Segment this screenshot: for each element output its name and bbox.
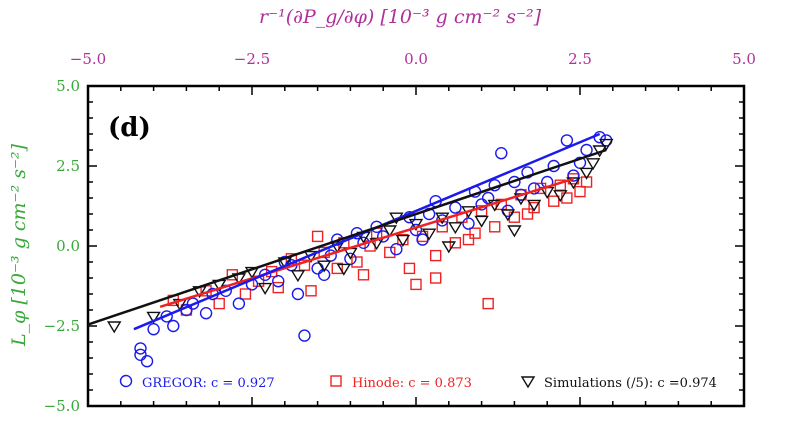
simulations-point <box>330 241 345 254</box>
gregorpoint <box>416 233 429 246</box>
simulations-point <box>382 225 397 238</box>
gregorpoint <box>317 268 331 281</box>
legend-entry: Simulations (/5): c =0.974 <box>544 376 717 391</box>
hinodepoint <box>449 237 462 249</box>
simulations-point <box>585 158 601 171</box>
gregorpoint <box>199 307 213 320</box>
gregorpoint <box>567 169 580 182</box>
x-tick-label: −5.0 <box>70 50 106 68</box>
simulations-point <box>474 215 489 228</box>
hinodepoint <box>469 227 481 239</box>
simulations-point <box>507 225 522 238</box>
hinodepoint <box>548 195 560 207</box>
simulations-point <box>107 321 122 334</box>
hinodepoint <box>213 297 225 310</box>
gregorpoint <box>134 348 147 361</box>
simulations-point <box>316 260 332 273</box>
simulations-point <box>500 209 516 222</box>
hinodepoint <box>580 176 593 188</box>
data-group <box>88 130 614 368</box>
y-tick-label: 0.0 <box>56 237 80 255</box>
simulations-point <box>441 241 457 254</box>
gregorpoint <box>186 297 200 310</box>
panel-label: (d) <box>108 113 151 143</box>
gregorpoint <box>481 191 495 205</box>
simulations-point <box>244 266 260 279</box>
simulations-point <box>395 234 411 247</box>
top-axis-label: r⁻¹(∂P_g/∂φ) [10⁻³ g cm⁻² s⁻²] <box>258 6 542 28</box>
fit-line-square <box>159 177 574 308</box>
hinodepoint <box>357 269 370 281</box>
hinodepoint <box>429 272 442 284</box>
y-tick-label: −5.0 <box>44 397 80 415</box>
legend-entry: GREGOR: c = 0.927 <box>142 376 275 391</box>
gregorpoint <box>560 134 574 147</box>
simulations-point <box>526 199 542 212</box>
simulations-point <box>448 222 463 235</box>
hinodepoint <box>311 230 324 243</box>
gregorpoint <box>580 143 593 157</box>
gregorpoint <box>311 262 324 275</box>
hinodepoint <box>410 278 422 291</box>
hinodepoint <box>351 256 363 268</box>
hinodepoint <box>521 208 534 220</box>
gregorpoint <box>495 146 508 160</box>
x-tick-label: 5.0 <box>732 50 756 68</box>
gregorpoint <box>462 217 475 230</box>
gregorpoint <box>521 166 534 179</box>
plot-frame <box>86 84 746 408</box>
hinodepoint <box>436 221 448 233</box>
simulations-point <box>599 138 614 151</box>
hinodepoint <box>489 221 501 233</box>
gregorpoint <box>390 242 403 256</box>
simulations-point <box>408 218 424 231</box>
legend-marker-triangle-down <box>520 376 536 389</box>
gregorpoint <box>160 310 173 323</box>
simulations-point <box>257 282 273 295</box>
legend-entry: Hinode: c = 0.873 <box>352 376 472 391</box>
hinodepoint <box>462 233 475 246</box>
hinodepoint <box>331 262 343 275</box>
gregorpoint <box>298 329 311 342</box>
simulations-point <box>290 270 306 283</box>
y-tick-label: −2.5 <box>44 317 80 335</box>
x-tick-label: 2.5 <box>568 50 592 68</box>
hinodepoint <box>305 285 317 297</box>
x-tick-label: −2.5 <box>234 50 270 68</box>
gregorpoint <box>370 220 383 234</box>
y-tick-label: 2.5 <box>56 157 80 175</box>
simulations-point <box>553 190 568 203</box>
left-axis-label: L_φ [10⁻³ g cm⁻² s⁻²] <box>8 143 30 347</box>
fit-line-triangle-down <box>88 148 607 326</box>
simulations-point <box>566 177 581 190</box>
hinodepoint <box>528 201 540 214</box>
gregorpoint <box>167 319 180 333</box>
hinodepoint <box>429 249 442 262</box>
gregorpoint <box>449 201 462 214</box>
gregorpoint <box>291 287 305 301</box>
x-tick-label: 0.0 <box>404 50 428 68</box>
hinodepoint <box>272 281 284 294</box>
simulations-point <box>579 167 594 180</box>
simulations-point <box>336 263 352 276</box>
gregorpoint <box>147 323 160 336</box>
hinodepoint <box>574 185 586 198</box>
simulations-point <box>421 228 437 241</box>
gregorpoint <box>272 275 285 288</box>
gregorpoint <box>232 297 246 310</box>
legend-marker-square <box>330 375 342 387</box>
hinodepoint <box>403 262 416 275</box>
simulations-point <box>146 311 161 324</box>
hinodepoint <box>384 246 396 259</box>
gregorpoint <box>134 342 147 355</box>
legend-marker-circle <box>119 374 133 388</box>
hinodepoint <box>239 288 252 300</box>
y-tick-label: 5.0 <box>56 77 80 95</box>
gregorpoint <box>593 130 606 144</box>
hinodepoint <box>482 297 494 310</box>
gregorpoint <box>140 355 154 368</box>
